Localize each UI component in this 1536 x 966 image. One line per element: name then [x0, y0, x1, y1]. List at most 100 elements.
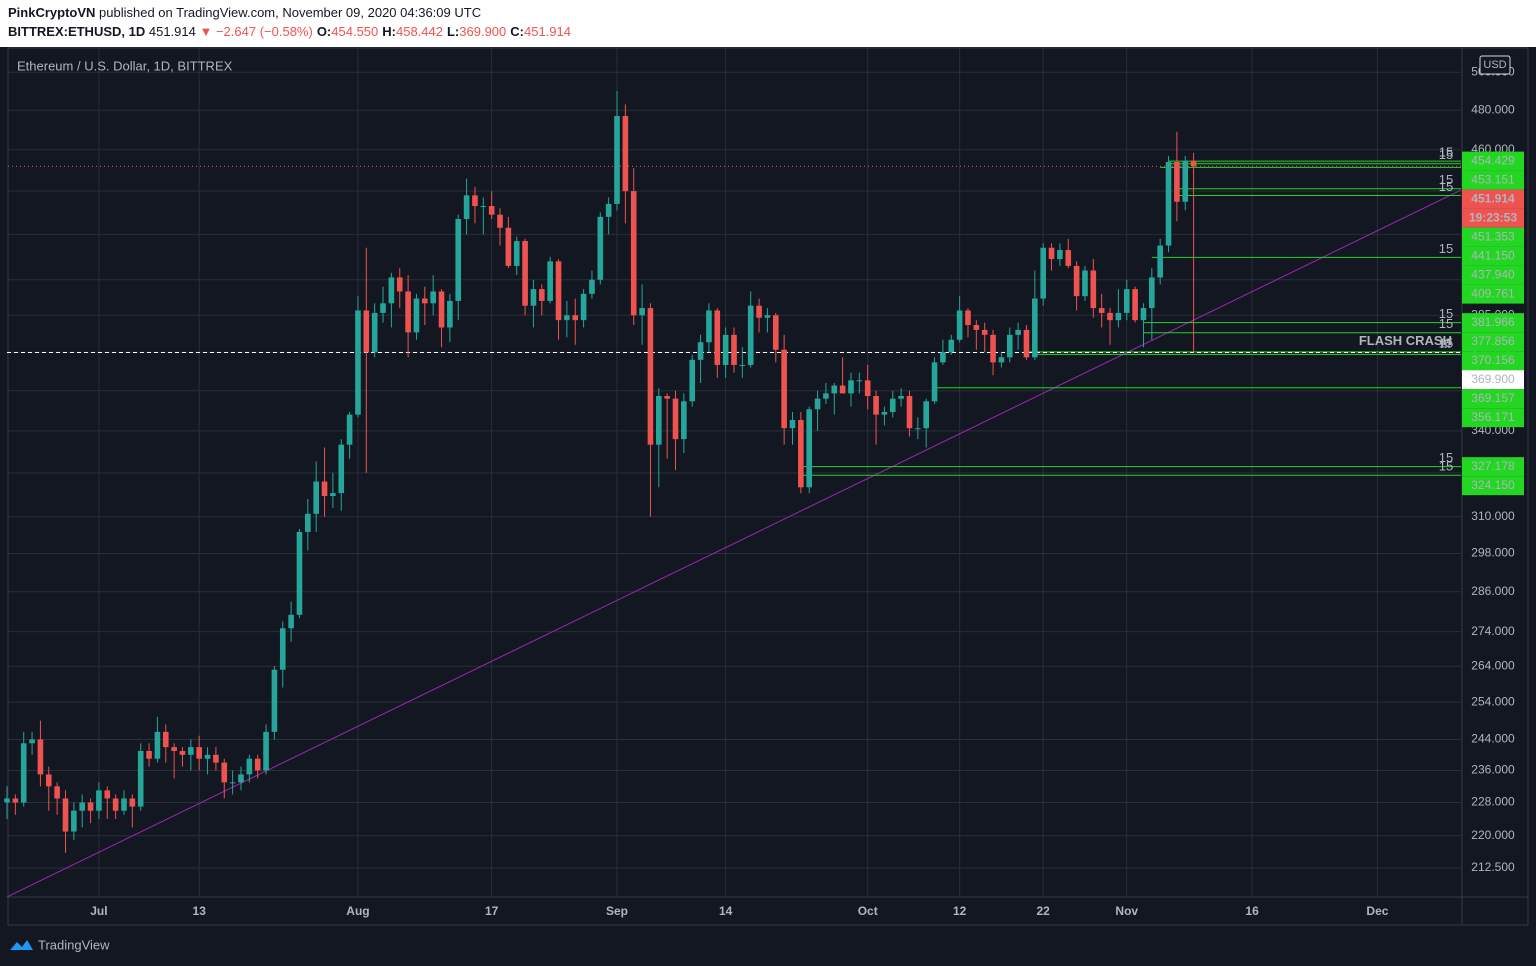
- y-tick-label: 298.000: [1471, 546, 1515, 560]
- candle-body: [940, 352, 946, 363]
- y-tick-label: 286.000: [1471, 584, 1515, 598]
- x-tick-label: Dec: [1366, 904, 1388, 918]
- price-badge-label: 327.178: [1471, 459, 1515, 473]
- price-badge-label: 381.966: [1471, 315, 1515, 329]
- candle-body: [238, 774, 244, 783]
- candle-body: [296, 531, 303, 615]
- ohlc-key: H:: [382, 24, 396, 39]
- candle-body: [714, 310, 721, 365]
- price-badge-label: 451.353: [1471, 229, 1515, 243]
- candle-body: [37, 739, 44, 775]
- x-tick-label: 14: [719, 904, 733, 918]
- candle-body: [1023, 329, 1030, 358]
- candle-body: [422, 298, 428, 304]
- candle-body: [722, 334, 729, 365]
- candle-body: [288, 614, 294, 629]
- candle-body: [330, 493, 336, 497]
- candle-body: [405, 291, 411, 333]
- level-tag: 15: [1439, 179, 1453, 194]
- price-badge: [1462, 284, 1524, 304]
- y-tick-label: 274.000: [1471, 624, 1515, 638]
- x-tick-label: 16: [1245, 904, 1259, 918]
- candle-body: [112, 798, 119, 811]
- candle-body: [1165, 161, 1172, 246]
- x-tick-label: Sep: [606, 904, 628, 918]
- candle-body: [1140, 308, 1147, 321]
- header-bg: [0, 0, 1536, 47]
- candle-body: [664, 396, 670, 399]
- grid: [8, 48, 1462, 896]
- candle-body: [254, 758, 261, 771]
- candle-body: [12, 798, 19, 803]
- candle-body: [672, 398, 679, 440]
- ohlc-value: 458.442: [396, 24, 443, 39]
- candle-body: [956, 310, 963, 340]
- candle-body: [564, 315, 570, 321]
- candle-body: [580, 293, 587, 321]
- level-tag: 15: [1439, 450, 1453, 465]
- candle-body: [455, 219, 462, 301]
- candle-body: [1015, 329, 1021, 335]
- candle-body: [204, 754, 211, 759]
- trendline: [6, 189, 1462, 898]
- candle-body: [990, 334, 996, 363]
- y-tick-label: 310.000: [1471, 509, 1515, 523]
- candle-body: [71, 810, 77, 832]
- candle-body: [697, 342, 704, 360]
- candle-body: [973, 325, 980, 330]
- price-badge: [1462, 332, 1524, 352]
- price-badge-label: 356.171: [1471, 410, 1515, 424]
- candle-body: [1149, 277, 1155, 309]
- candle-body: [480, 206, 487, 208]
- candle-body: [505, 227, 512, 266]
- x-tick-label: 13: [193, 904, 207, 918]
- candle-body: [898, 396, 904, 399]
- candle-body: [906, 396, 913, 429]
- candle-body: [154, 731, 161, 759]
- candle-body: [371, 312, 378, 353]
- price-badge: [1462, 151, 1524, 171]
- level-tag: 15: [1439, 306, 1453, 321]
- price-badge: [1462, 457, 1524, 477]
- brand: TradingView: [38, 937, 110, 952]
- price-badge: [1462, 476, 1524, 496]
- candle-body: [539, 289, 545, 301]
- candle-body: [622, 116, 629, 192]
- candle-body: [965, 310, 971, 326]
- candle-body: [162, 731, 169, 748]
- candle-body: [839, 385, 846, 394]
- candle-body: [881, 411, 888, 415]
- price-badge-label: 441.150: [1471, 248, 1515, 262]
- candle-body: [764, 315, 771, 318]
- candle-body: [1040, 247, 1046, 299]
- price-badge: [1462, 227, 1524, 247]
- price-badge: [1462, 265, 1524, 285]
- candle-body: [1082, 270, 1088, 297]
- price-badge-label: 454.429: [1471, 153, 1515, 167]
- candle-body: [798, 420, 804, 488]
- candle-body: [413, 298, 420, 333]
- price-badge-label: 324.150: [1471, 478, 1515, 492]
- candle-body: [756, 305, 762, 318]
- candle-body: [1123, 289, 1130, 313]
- candle-body: [438, 291, 445, 328]
- level-tag: 15: [1439, 316, 1453, 331]
- candle-body: [889, 398, 896, 412]
- candle-body: [814, 398, 821, 410]
- candle-body: [1090, 270, 1097, 309]
- ohlc-key: O:: [317, 24, 331, 39]
- candle-body: [1065, 250, 1072, 266]
- price-badge-label: 370.156: [1471, 353, 1515, 367]
- level-tag: 15: [1439, 335, 1453, 350]
- candle-body: [1182, 160, 1189, 202]
- candle-body: [213, 754, 219, 763]
- candle-body: [931, 362, 938, 402]
- candle-body: [856, 380, 863, 382]
- candle-body: [1073, 265, 1080, 297]
- candle-body: [689, 359, 696, 402]
- candle-body: [79, 802, 86, 811]
- candle-body: [831, 385, 838, 394]
- symbol-line: BITTREX:ETHUSD, 1D 451.914 ▼ −2.647 (−0.…: [8, 24, 571, 39]
- x-tick-label: Jul: [90, 904, 107, 918]
- symbol: BITTREX:ETHUSD, 1D: [8, 24, 145, 39]
